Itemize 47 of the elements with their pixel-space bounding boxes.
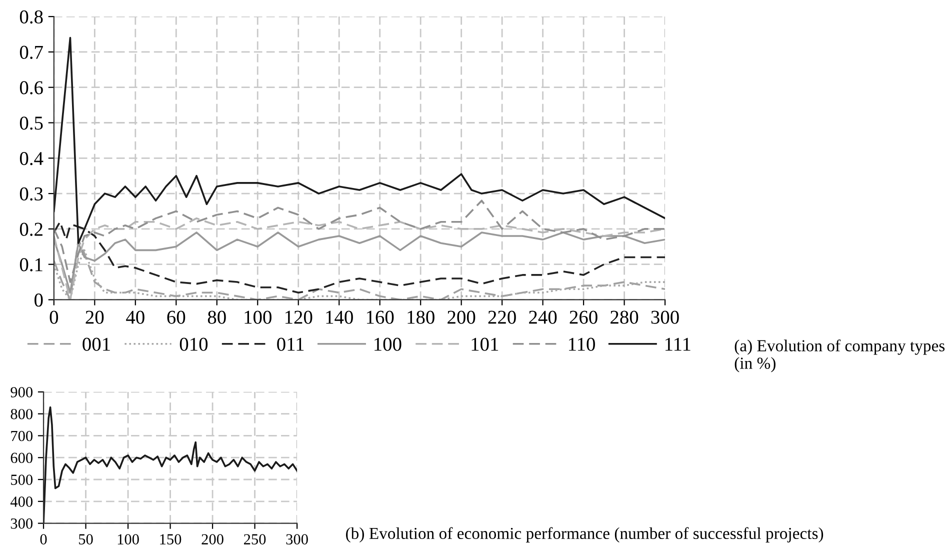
y-tick-label: 0.5 <box>20 116 43 130</box>
legend-label: 110 <box>569 338 595 351</box>
y-tick-label: 0.7 <box>20 46 43 59</box>
x-tick-label: 200 <box>202 534 224 544</box>
legend-label: 101 <box>472 338 498 351</box>
y-tick-label: 400 <box>10 496 33 507</box>
y-tick-label: 0.8 <box>20 10 43 24</box>
y-tick-label: 900 <box>10 387 33 398</box>
x-tick-label: 250 <box>244 534 266 544</box>
y-tick-label: 600 <box>10 452 33 464</box>
x-tick-label: 20 <box>86 310 104 324</box>
x-tick-label: 160 <box>366 310 394 324</box>
y-tick-label: 0.1 <box>20 258 42 272</box>
x-tick-label: 60 <box>167 310 186 324</box>
x-tick-label: 0 <box>50 310 58 324</box>
x-tick-label: 50 <box>79 534 93 544</box>
legend-label: 100 <box>374 338 402 351</box>
x-tick-label: 300 <box>651 310 679 324</box>
y-tick-label: 0.2 <box>20 222 42 236</box>
y-tick-label: 0.3 <box>20 187 43 201</box>
x-tick-label: 40 <box>126 310 144 324</box>
x-tick-label: 100 <box>118 534 139 544</box>
y-tick-label: 0.6 <box>20 81 43 94</box>
y-tick-label: 500 <box>11 474 33 485</box>
x-tick-label: 180 <box>408 310 434 324</box>
y-tick-label: 700 <box>11 430 33 442</box>
x-tick-label: 140 <box>326 310 353 324</box>
x-tick-label: 200 <box>448 310 476 324</box>
x-tick-label: 220 <box>488 310 516 324</box>
x-tick-label: 300 <box>286 534 308 544</box>
legend-label: 001 <box>82 338 110 351</box>
x-tick-label: 260 <box>570 310 598 324</box>
x-tick-label: 280 <box>610 310 638 324</box>
y-tick-label: 0 <box>34 294 43 307</box>
x-tick-label: 150 <box>160 534 182 544</box>
text: (a) Evolution of company types (in %) <box>734 339 945 372</box>
x-tick-label: 120 <box>285 310 312 324</box>
legend-label: 011 <box>277 338 304 351</box>
x-tick-label: 100 <box>244 310 272 324</box>
legend-label: 111 <box>665 338 690 351</box>
text: (b) Evolution of economic performance (number of successful projects) <box>346 527 824 542</box>
legend-label: 010 <box>180 338 208 351</box>
x-tick-label: 240 <box>529 310 557 324</box>
x-tick-label: 80 <box>208 310 226 324</box>
y-tick-label: 300 <box>10 518 33 529</box>
y-tick-label: 0.4 <box>20 152 44 166</box>
y-tick-label: 800 <box>10 408 33 420</box>
